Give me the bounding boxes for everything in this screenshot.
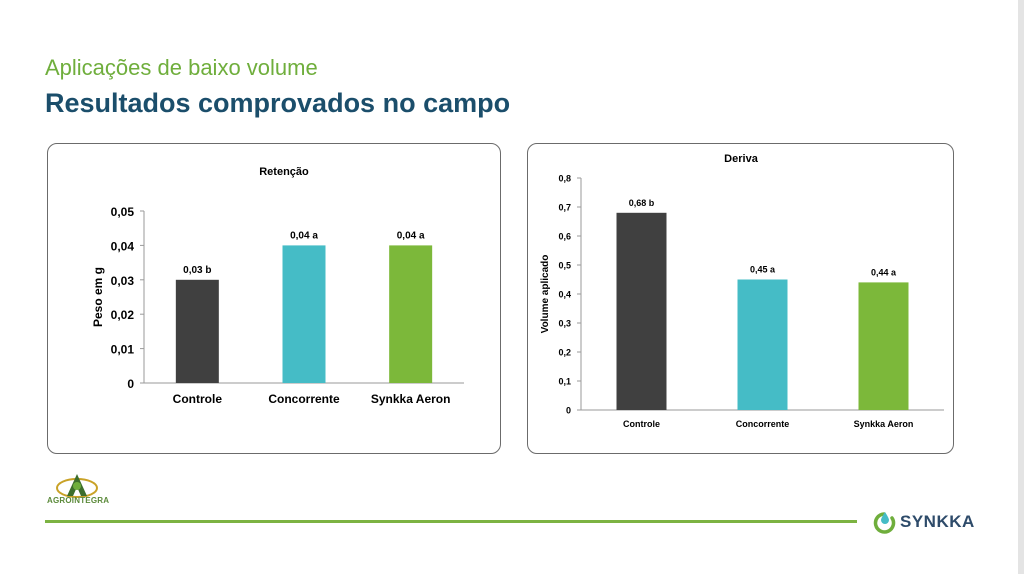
retencao-y-tick-label: 0,04	[111, 239, 135, 253]
synkka-drop-icon	[873, 512, 896, 534]
deriva-category-label-2: Concorrente	[736, 419, 790, 429]
deriva-chart-title: Deriva	[724, 153, 759, 165]
deriva-chart: Deriva 0 0,1 0,2 0,3 0,4 0,5 0,6 0,7 0,8 Volume ap…	[540, 153, 944, 429]
chart-card-deriva: Deriva 0 0,1 0,2 0,3 0,4 0,5 0,6 0,7 0,8 Volume ap…	[527, 143, 954, 454]
retencao-category-label-2: Concorrente	[268, 392, 340, 406]
deriva-category-label-1: Controle	[623, 419, 660, 429]
retencao-data-label-3: 0,04 a	[397, 230, 425, 241]
deriva-y-tick-label: 0,2	[558, 348, 571, 358]
deriva-y-tick-label: 0	[566, 406, 571, 416]
slide-edge	[1018, 0, 1024, 574]
deriva-y-tick-label: 0,7	[558, 203, 571, 213]
retencao-y-axis-label: Peso em g	[91, 267, 105, 327]
chart-card-retencao: Retenção 0 0,01 0,02 0,03 0,04 0,05 Peso em g 0,…	[47, 143, 501, 454]
deriva-data-label-2: 0,45 a	[750, 265, 776, 275]
retencao-bar-2	[282, 245, 326, 383]
deriva-data-label-3: 0,44 a	[871, 267, 897, 277]
deriva-bar-1	[616, 212, 667, 410]
retencao-category-label-3: Synkka Aeron	[371, 392, 451, 406]
deriva-y-tick-label: 0,4	[558, 290, 571, 300]
retencao-bar-3	[389, 245, 433, 383]
deriva-y-tick-label: 0,6	[558, 232, 571, 242]
deriva-bar-3	[858, 282, 909, 410]
synkka-logo-text: SYNKKA	[900, 512, 975, 531]
slide-title: Resultados comprovados no campo	[45, 88, 511, 118]
deriva-y-tick-label: 0,5	[558, 261, 571, 271]
retencao-y-tick-label: 0,01	[111, 343, 135, 357]
slide-subtitle: Aplicações de baixo volume	[45, 55, 318, 80]
agrointegra-logo-text: AGROINTEGRA	[47, 496, 110, 505]
deriva-bar-2	[737, 279, 788, 410]
retencao-y-tick-label: 0	[127, 377, 134, 391]
retencao-bar-1	[175, 279, 219, 383]
agrointegra-logo-icon	[56, 474, 98, 498]
deriva-y-tick-label: 0,8	[558, 174, 571, 184]
deriva-category-label-3: Synkka Aeron	[854, 419, 914, 429]
retencao-data-label-1: 0,03 b	[183, 265, 211, 276]
retencao-y-tick-label: 0,03	[111, 274, 135, 288]
footer-divider	[45, 520, 857, 523]
deriva-y-tick-label: 0,1	[558, 377, 571, 387]
deriva-data-label-1: 0,68 b	[629, 198, 655, 208]
deriva-y-tick-label: 0,3	[558, 319, 571, 329]
retencao-chart-title: Retenção	[259, 166, 309, 178]
deriva-y-axis-label: Volume aplicado	[540, 255, 551, 334]
retencao-y-tick-label: 0,05	[111, 205, 135, 219]
retencao-category-label-1: Controle	[173, 392, 223, 406]
retencao-data-label-2: 0,04 a	[290, 230, 318, 241]
retencao-y-tick-label: 0,02	[111, 308, 135, 322]
retencao-chart: Retenção 0 0,01 0,02 0,03 0,04 0,05 Peso em g 0,…	[91, 166, 464, 406]
